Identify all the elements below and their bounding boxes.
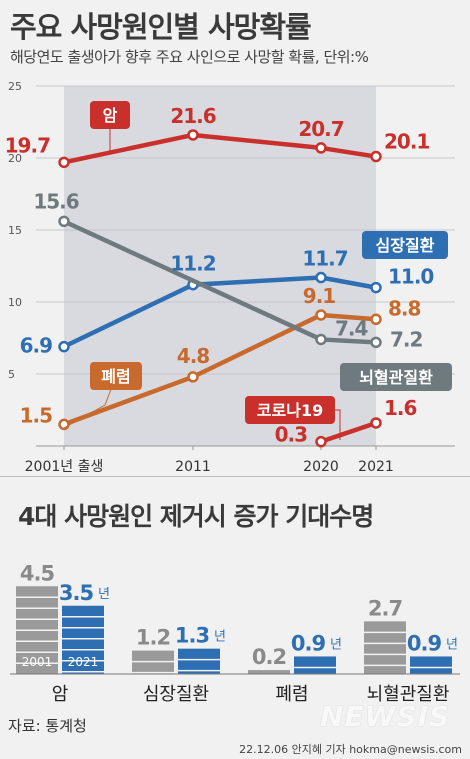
legend-year-label: 2021: [68, 655, 99, 669]
bar-2001: [364, 621, 406, 674]
x-tick-label: 2001년 출생: [25, 459, 104, 475]
data-label: 1.5: [20, 403, 53, 427]
data-label: 7.2: [390, 327, 423, 351]
data-point: [370, 417, 382, 429]
bar-unit-label: 년: [330, 637, 342, 652]
source-note: 자료: 통계청: [8, 717, 87, 735]
data-point: [315, 309, 327, 321]
series-tag-label: 뇌혈관질환: [359, 368, 433, 387]
chart-subtitle: 해당연도 출생아가 향후 주요 사인으로 사망할 확률, 단위:%: [10, 48, 369, 66]
data-label: 11.2: [170, 252, 215, 276]
line-chart: 5 10 15 20 25 2001년 출생 2011 2020 2021 19.7 21.6 20.…: [5, 80, 455, 475]
legend-year-label: 2001: [22, 655, 53, 669]
bar-value-label: 4.5: [20, 561, 55, 585]
series-tag-bg: [340, 363, 452, 391]
series-tag-bg: [90, 362, 142, 390]
bar-unit-label: 년: [98, 587, 110, 602]
bar-value-label: 1.3: [175, 624, 209, 648]
section-divider: [0, 476, 470, 477]
y-tick-label: 5: [8, 368, 15, 381]
y-tick-label: 10: [8, 296, 22, 309]
data-label: 6.9: [20, 334, 53, 358]
data-label: 7.4: [335, 316, 368, 340]
newsis-watermark: NEWSIS: [320, 700, 451, 733]
category-label: 심장질환: [143, 684, 209, 705]
data-point: [315, 142, 327, 154]
category-label: 암: [52, 684, 69, 705]
data-label: 1.6: [384, 396, 417, 420]
category-label: 뇌혈관질환: [367, 684, 450, 705]
bar-value-label: 0.9: [407, 631, 442, 655]
data-label: 19.7: [5, 133, 50, 157]
data-point: [187, 371, 199, 383]
chart-title: 주요 사망원인별 사망확률: [10, 10, 312, 44]
series-tag-bg: [90, 101, 130, 129]
bar-value-label: 0.9: [291, 631, 326, 655]
data-label: 11.7: [302, 247, 347, 271]
data-label: 20.7: [298, 117, 343, 141]
bar-unit-label: 년: [214, 630, 226, 645]
data-point: [370, 336, 382, 349]
bar-chart-title: 4대 사망원인 제거시 증가 기대수명: [18, 502, 374, 531]
bar-value-label: 3.5: [59, 581, 94, 605]
data-point: [370, 281, 382, 294]
data-point: [315, 435, 327, 448]
series-line-코로나19: [320, 420, 377, 444]
bar-value-label: 0.2: [252, 645, 286, 669]
data-point: [58, 340, 70, 353]
data-label: 4.8: [177, 344, 210, 368]
series-line-심장질환: [63, 275, 377, 349]
y-tick-label: 15: [8, 224, 22, 237]
series-line-암: [63, 132, 377, 165]
series-tag-bg: [362, 231, 448, 259]
series-tag-label: 암: [103, 106, 118, 125]
category-label: 폐렴: [275, 684, 308, 705]
series-line-폐렴: [63, 312, 377, 427]
data-label: 11.0: [388, 265, 433, 289]
data-label: 20.1: [384, 130, 429, 154]
data-point: [370, 150, 382, 163]
y-tick-label: 20: [8, 152, 22, 165]
series-tag-label: 코로나19: [257, 401, 323, 420]
data-label: 0.3: [275, 423, 308, 447]
data-label: 15.6: [33, 189, 78, 213]
bar-2021: [294, 656, 336, 674]
bar-value-label: 2.7: [368, 596, 402, 620]
data-point: [187, 129, 199, 141]
x-tick-label: 2021: [358, 459, 394, 475]
x-tick-label: 2011: [175, 459, 211, 475]
series-tag-bg: [245, 396, 335, 424]
bar-value-label: 1.2: [136, 626, 170, 650]
reporter-credit: 22.12.06 안지혜 기자 hokma@newsis.com: [239, 743, 462, 756]
data-point: [315, 271, 327, 284]
data-point: [58, 156, 70, 169]
data-label: 21.6: [170, 104, 215, 128]
data-point: [370, 313, 382, 326]
bar-2021: [178, 648, 220, 674]
x-tick-label: 2020: [303, 459, 339, 475]
data-point: [58, 215, 70, 228]
series-tag-label: 심장질환: [376, 236, 435, 255]
data-point: [315, 333, 327, 346]
bar-2001: [248, 670, 290, 674]
y-tick-label: 25: [8, 80, 22, 93]
series-tag-label: 폐렴: [101, 367, 130, 386]
bar-unit-label: 년: [446, 637, 458, 652]
bar-2021: [410, 656, 452, 674]
data-label: 8.8: [388, 296, 421, 320]
data-label: 9.1: [303, 284, 336, 308]
